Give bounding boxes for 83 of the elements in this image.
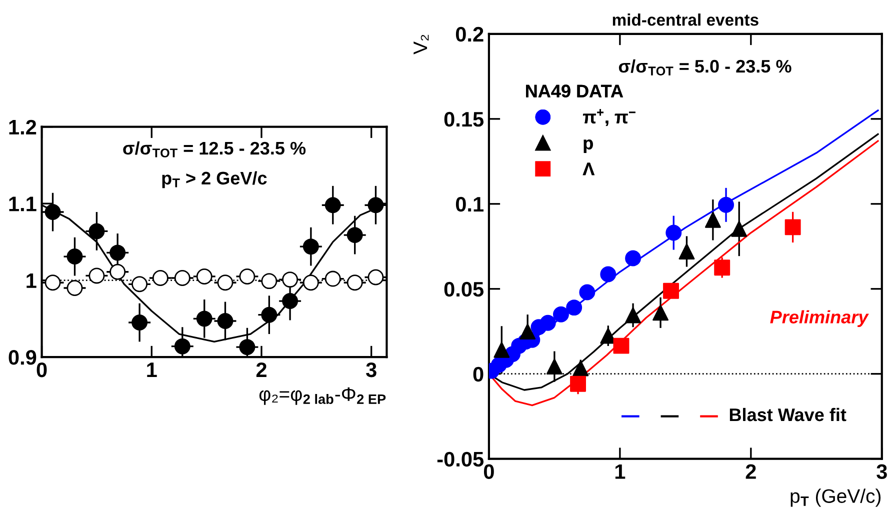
point [731, 220, 748, 237]
x-axis-title: p$_{T}$ (GeV/c) [790, 488, 881, 507]
point [261, 306, 278, 323]
y-tick-label: 1 [26, 274, 36, 288]
point [572, 360, 589, 376]
point [88, 223, 105, 240]
point [152, 270, 168, 286]
point [625, 307, 642, 324]
point [217, 274, 234, 291]
x-tick-label: 0 [484, 464, 494, 479]
point [302, 274, 319, 291]
point [239, 339, 256, 356]
point [784, 219, 801, 236]
point [652, 304, 669, 321]
x-tick-label: 3 [876, 464, 887, 480]
annotation: Blast Wave fit [730, 408, 846, 422]
point [566, 300, 582, 316]
point [600, 266, 616, 282]
y-tick-label: 1.1 [9, 196, 36, 212]
point [132, 314, 148, 330]
point [570, 376, 586, 392]
point [666, 224, 682, 241]
legend-label: π$^{+}$, π$^{−}$ [582, 109, 636, 126]
y-axis-title: V₂ [414, 34, 429, 54]
point [217, 313, 234, 329]
point [196, 310, 212, 327]
x-tick-label: 1 [147, 362, 157, 378]
point [174, 338, 190, 354]
y-tick-label: 0.1 [456, 196, 484, 212]
point [613, 338, 630, 354]
point [239, 268, 256, 284]
point [88, 268, 105, 284]
point [579, 284, 596, 300]
legend-title: NA49 DATA [526, 84, 624, 98]
point [553, 306, 569, 322]
annotation: Preliminary [770, 310, 869, 328]
point [302, 238, 319, 255]
point [714, 260, 730, 276]
x-tick-label: 3 [366, 362, 376, 378]
point [346, 227, 363, 244]
x-tick-label: 2 [256, 362, 266, 378]
y-tick-label: -0.05 [437, 452, 484, 467]
point [174, 270, 190, 286]
annotation: σ/σ$_{TOT}$ = 5.0 - 23.5 % [618, 59, 792, 76]
point [110, 264, 126, 280]
point [324, 197, 341, 214]
point [282, 272, 298, 288]
point [282, 293, 298, 310]
point [494, 342, 510, 358]
point [546, 358, 562, 375]
x-axis-title: φ₂=φ$_{2 lab}$-Φ$_{2 EP}$ [259, 387, 386, 405]
point [718, 196, 734, 213]
point [44, 274, 61, 291]
chart-title: mid-central events [612, 14, 758, 26]
x-tick-label: 1 [615, 464, 626, 479]
point [324, 270, 341, 287]
point [678, 244, 695, 260]
point [346, 274, 363, 291]
point [132, 276, 148, 292]
point [368, 197, 384, 214]
point [704, 212, 721, 228]
point [44, 204, 61, 220]
x-tick-label: 0 [36, 362, 47, 378]
y-tick-label: 0.05 [444, 282, 484, 297]
legend-label: p [584, 140, 593, 154]
y-tick-label: 0.2 [456, 26, 484, 42]
y-tick-label: 0.9 [8, 350, 36, 365]
point [625, 250, 642, 266]
annotation: σ/σ$_{TOT}$ = 12.5 - 23.5 % [123, 141, 306, 158]
point [196, 268, 212, 284]
legend-label: Λ [582, 162, 595, 176]
point [261, 273, 278, 290]
point [110, 244, 126, 261]
point [520, 324, 536, 340]
x-tick-label: 2 [746, 464, 756, 479]
y-tick-label: 0.15 [444, 112, 484, 127]
point [66, 280, 83, 296]
point [663, 282, 679, 299]
point [368, 269, 384, 286]
y-tick-label: 1.2 [9, 120, 36, 134]
point [66, 248, 83, 265]
annotation: p$_{T}$ > 2 GeV/c [162, 171, 267, 188]
point [540, 314, 556, 331]
